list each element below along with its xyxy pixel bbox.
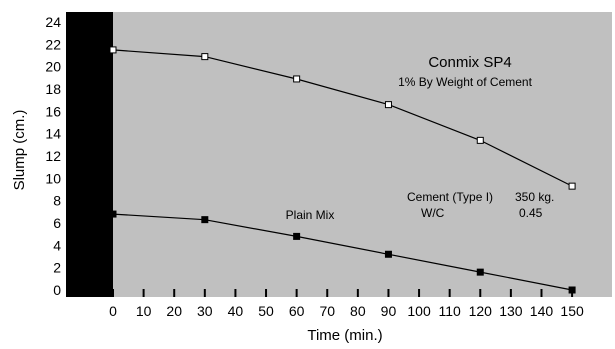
annotation-cement-label: Cement (Type I): [407, 190, 493, 204]
annotation-cement-value: 350 kg.: [515, 190, 554, 204]
series-0-point-1: [201, 53, 209, 61]
x-tick-label-60: 60: [289, 303, 305, 319]
x-tick-label-0: 0: [109, 303, 117, 319]
x-tick-label-40: 40: [228, 303, 244, 319]
annotation-wc-value: 0.45: [519, 206, 543, 220]
annotation-plain-mix: Plain Mix: [286, 208, 335, 222]
x-tick-label-100: 100: [407, 303, 431, 319]
series-1-point-0: [109, 210, 117, 218]
x-tick-label-140: 140: [530, 303, 554, 319]
y-tick-label-18: 18: [45, 81, 61, 97]
series-line-0: [112, 49, 573, 187]
annotation-sp4-title: Conmix SP4: [428, 54, 511, 71]
series-1-point-5: [568, 286, 576, 294]
series-1-point-2: [293, 232, 301, 240]
annotation-wc-label: W/C: [421, 206, 445, 220]
y-tick-label-0: 0: [53, 282, 61, 298]
plot-background: [66, 12, 612, 297]
series-0-point-5: [568, 182, 576, 190]
series-line-1: [112, 213, 573, 291]
x-axis-ticks: 0 10 20 30 40 50 60 70 80 90 100 110 120 130 140 150: [109, 289, 584, 319]
series-0-point-3: [384, 101, 392, 109]
x-tick-label-150: 150: [560, 303, 584, 319]
x-tick-label-30: 30: [197, 303, 213, 319]
x-tick-label-80: 80: [350, 303, 366, 319]
x-tick-label-10: 10: [136, 303, 152, 319]
y-tick-label-22: 22: [45, 36, 61, 52]
x-tick-label-20: 20: [166, 303, 182, 319]
series-1-point-3: [384, 250, 392, 258]
x-tick-label-120: 120: [469, 303, 493, 319]
series-0-point-0: [109, 46, 117, 54]
y-tick-label-10: 10: [45, 170, 61, 186]
x-tick-label-70: 70: [319, 303, 335, 319]
y-tick-label-12: 12: [45, 148, 61, 164]
x-tick-label-130: 130: [499, 303, 523, 319]
x-tick-label-110: 110: [439, 303, 462, 319]
left-black-band: [66, 12, 113, 297]
y-tick-label-20: 20: [45, 59, 61, 75]
y-axis-title: Slump (cm.): [11, 110, 28, 191]
series-0-point-2: [293, 75, 301, 83]
y-tick-label-14: 14: [45, 126, 61, 142]
y-tick-label-24: 24: [45, 14, 61, 30]
y-tick-label-6: 6: [53, 215, 61, 231]
y-tick-label-2: 2: [53, 260, 61, 276]
y-tick-label-4: 4: [53, 237, 61, 253]
x-tick-label-50: 50: [258, 303, 274, 319]
x-tick-label-90: 90: [381, 303, 397, 319]
series-0-point-4: [476, 136, 484, 144]
annotation-sp4-subtitle: 1% By Weight of Cement: [398, 75, 533, 89]
x-axis-title: Time (min.): [307, 327, 382, 344]
series-1-point-1: [201, 216, 209, 224]
y-tick-label-16: 16: [45, 103, 61, 119]
series-1-point-4: [476, 268, 484, 276]
series-layer: [109, 46, 576, 294]
y-tick-label-8: 8: [53, 193, 61, 209]
